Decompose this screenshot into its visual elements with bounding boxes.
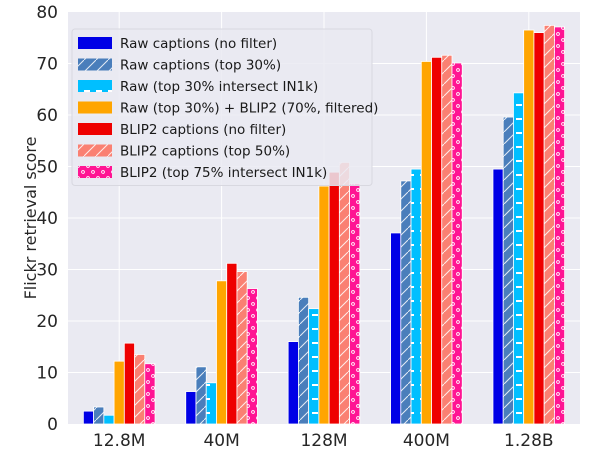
bar [523,29,535,425]
bar-hatch [452,62,463,425]
bar [328,171,340,425]
bar-hatch [247,288,258,424]
bar-hatch [103,415,115,424]
bar [123,342,135,425]
bar-hatch [513,92,524,424]
bar [216,280,228,425]
y-axis-ticks: 0 10 20 30 40 50 60 70 80 [36,3,58,435]
bar-hatch [441,55,452,424]
bar-hatch [236,271,248,424]
legend-label: Raw captions (no filter) [120,36,277,52]
y-tick-label: 10 [36,364,58,384]
bar-hatch [206,382,217,424]
bar-hatch [411,169,422,424]
x-axis-ticks: 12.8M 40M 128M 400M 1.28B [93,431,554,451]
bar [113,360,125,425]
legend-swatch-hatch [78,166,112,178]
x-tick-label: 12.8M [93,431,146,451]
bar-hatch [554,26,565,425]
bar-hatch [308,308,319,424]
y-tick-label: 40 [36,209,58,229]
bar-hatch [503,117,514,424]
y-axis-label: Flickr retrieval score [21,137,40,300]
legend-swatch [78,37,112,49]
bar [226,262,238,425]
bar-hatch [196,366,207,424]
bar [492,168,504,425]
x-tick-label: 1.28B [504,431,554,451]
x-tick-label: 40M [203,431,239,451]
y-tick-label: 0 [47,415,58,435]
legend-swatch-hatch [78,144,112,157]
legend-label: BLIP2 captions (no filter) [120,122,286,138]
x-tick-label: 400M [403,431,450,451]
bar-hatch [298,297,309,424]
bars [82,24,566,425]
bar [318,185,330,425]
y-tick-label: 30 [36,261,58,281]
legend-swatch-hatch [78,58,112,71]
y-tick-label: 80 [36,3,58,23]
legend-label: Raw (top 30% intersect IN1k) [120,79,318,95]
y-tick-label: 60 [36,106,58,126]
bar [420,61,432,425]
legend-box [71,28,373,186]
bar [82,410,95,425]
bar [390,232,402,425]
legend-label: Raw captions (top 30%) [120,58,281,74]
bar [287,341,299,425]
y-tick-label: 50 [36,158,58,178]
bar [185,391,197,425]
legend-swatch [78,123,112,135]
bar [533,32,545,425]
bar-hatch [400,180,412,424]
bar-hatch [144,363,156,424]
legend: Raw captions (no filter) Raw captions (to… [71,28,378,186]
legend-label: Raw (top 30%) + BLIP2 (70%, filtered) [120,101,378,117]
legend-swatch [78,101,112,114]
bar [431,56,443,425]
legend-label: BLIP2 (top 75% intersect IN1k) [120,165,327,181]
bar-hatch [349,183,360,424]
x-tick-label: 128M [300,431,347,451]
legend-swatch-hatch [78,80,112,92]
bar-hatch [544,25,555,424]
legend-label: BLIP2 captions (top 50%) [120,144,290,160]
bar-hatch [339,162,350,424]
y-tick-label: 70 [36,55,58,75]
y-tick-label: 20 [36,312,58,332]
bar-hatch [134,354,145,424]
bar-hatch [93,407,104,424]
